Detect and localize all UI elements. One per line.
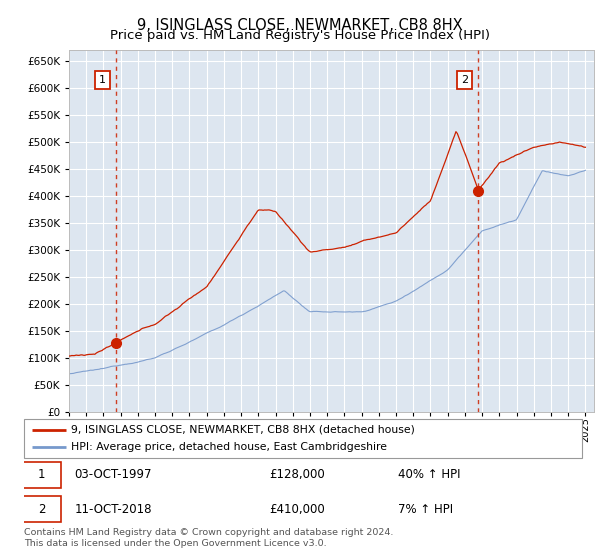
Text: 40% ↑ HPI: 40% ↑ HPI [398,468,460,482]
Text: 2: 2 [461,75,468,85]
Text: Contains HM Land Registry data © Crown copyright and database right 2024.
This d: Contains HM Land Registry data © Crown c… [24,528,394,548]
Text: 03-OCT-1997: 03-OCT-1997 [74,468,152,482]
Text: 1: 1 [99,75,106,85]
Text: £128,000: £128,000 [269,468,325,482]
Text: £410,000: £410,000 [269,502,325,516]
Text: HPI: Average price, detached house, East Cambridgeshire: HPI: Average price, detached house, East… [71,442,388,452]
Text: Price paid vs. HM Land Registry's House Price Index (HPI): Price paid vs. HM Land Registry's House … [110,29,490,42]
Text: 2: 2 [38,502,46,516]
FancyBboxPatch shape [23,461,61,488]
Text: 7% ↑ HPI: 7% ↑ HPI [398,502,453,516]
Text: 9, ISINGLASS CLOSE, NEWMARKET, CB8 8HX: 9, ISINGLASS CLOSE, NEWMARKET, CB8 8HX [137,18,463,33]
Text: 1: 1 [38,468,46,482]
FancyBboxPatch shape [23,496,61,522]
Text: 9, ISINGLASS CLOSE, NEWMARKET, CB8 8HX (detached house): 9, ISINGLASS CLOSE, NEWMARKET, CB8 8HX (… [71,424,415,435]
Text: 11-OCT-2018: 11-OCT-2018 [74,502,152,516]
FancyBboxPatch shape [24,419,582,458]
